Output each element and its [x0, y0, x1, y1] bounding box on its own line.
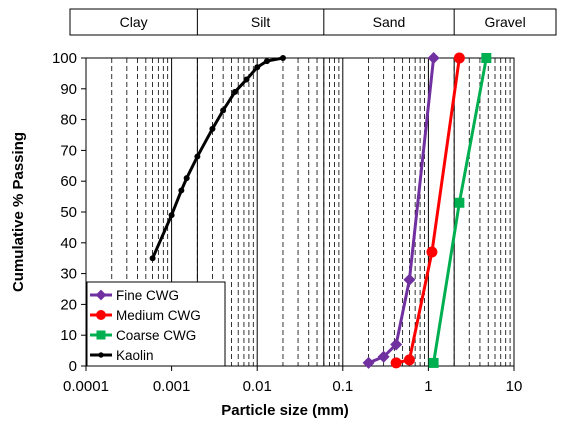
data-point [481, 53, 492, 63]
legend-item: Coarse CWG [90, 328, 196, 343]
legend-item: Medium CWG [90, 308, 201, 323]
y-tick-label: 60 [60, 173, 77, 190]
data-point [243, 76, 250, 83]
soil-band-label: Gravel [484, 14, 525, 30]
data-point [194, 153, 201, 160]
y-tick-label: 40 [60, 235, 77, 252]
data-point [220, 107, 227, 114]
data-series [149, 52, 492, 369]
y-tick-label: 100 [52, 50, 77, 67]
legend-label: Medium CWG [116, 308, 201, 323]
y-tick-label: 50 [60, 204, 77, 221]
data-point [263, 58, 270, 65]
y-tick-label: 90 [60, 81, 77, 98]
x-axis-ticks: 0.0001 0.001 0.01 0.1 1 10 [63, 366, 522, 395]
series-coarse-cwg [428, 53, 492, 368]
data-point [453, 52, 465, 64]
x-tick-label: 0.1 [332, 378, 353, 395]
y-tick-label: 20 [60, 296, 77, 313]
y-axis-ticks: 0 10 20 30 40 50 60 70 80 90 100 [52, 50, 86, 375]
data-point [390, 338, 403, 351]
y-tick-label: 70 [60, 142, 77, 159]
legend: Fine CWG Medium CWG Coarse CWG Kaolin [86, 281, 226, 367]
series-line [368, 57, 436, 365]
series-medium-cwg [390, 52, 465, 369]
x-tick-label: 0.01 [243, 378, 272, 395]
data-point [183, 175, 190, 182]
y-axis-title: Cumulative % Passing [10, 132, 27, 292]
y-tick-label: 0 [69, 358, 77, 375]
x-tick-label: 1 [424, 378, 432, 395]
series-line [395, 57, 461, 365]
data-point [427, 52, 440, 64]
legend-label: Kaolin [116, 348, 154, 363]
soil-band-frame [69, 8, 557, 36]
legend-item: Fine CWG [90, 288, 179, 303]
legend-marker [95, 289, 107, 301]
data-point [403, 354, 415, 366]
legend-marker [96, 310, 106, 320]
legend-label: Coarse CWG [116, 328, 196, 343]
data-point [279, 55, 286, 61]
data-point [426, 246, 438, 258]
legend-label: Fine CWG [116, 288, 179, 303]
data-point [231, 88, 238, 95]
series-line [151, 56, 284, 259]
series-fine-cwg [362, 52, 440, 369]
data-point [168, 212, 175, 219]
data-point [428, 357, 439, 368]
legend-marker [96, 330, 106, 340]
data-point [209, 125, 216, 132]
y-tick-label: 10 [60, 327, 77, 344]
series-kaolin [149, 55, 286, 262]
data-point [390, 357, 402, 369]
y-tick-label: 80 [60, 112, 77, 129]
x-tick-label: 0.0001 [63, 378, 109, 395]
data-point [254, 64, 261, 71]
x-tick-label: 10 [506, 378, 523, 395]
x-tick-label: 0.001 [153, 378, 191, 395]
data-point [149, 255, 156, 262]
series-line [432, 57, 488, 364]
y-tick-label: 30 [60, 266, 77, 283]
soil-band-label: Silt [251, 14, 271, 30]
data-point [178, 187, 185, 194]
soil-band-label: Sand [373, 14, 406, 30]
soil-band-label: Clay [120, 14, 148, 30]
soil-class-bands: Clay Silt Sand Gravel [69, 8, 557, 36]
data-point [403, 273, 416, 286]
x-axis-title: Particle size (mm) [221, 402, 349, 419]
data-point [362, 356, 375, 369]
legend-item: Kaolin [90, 348, 154, 363]
data-point [454, 197, 465, 208]
data-point [377, 350, 390, 363]
legend-marker [98, 352, 104, 358]
